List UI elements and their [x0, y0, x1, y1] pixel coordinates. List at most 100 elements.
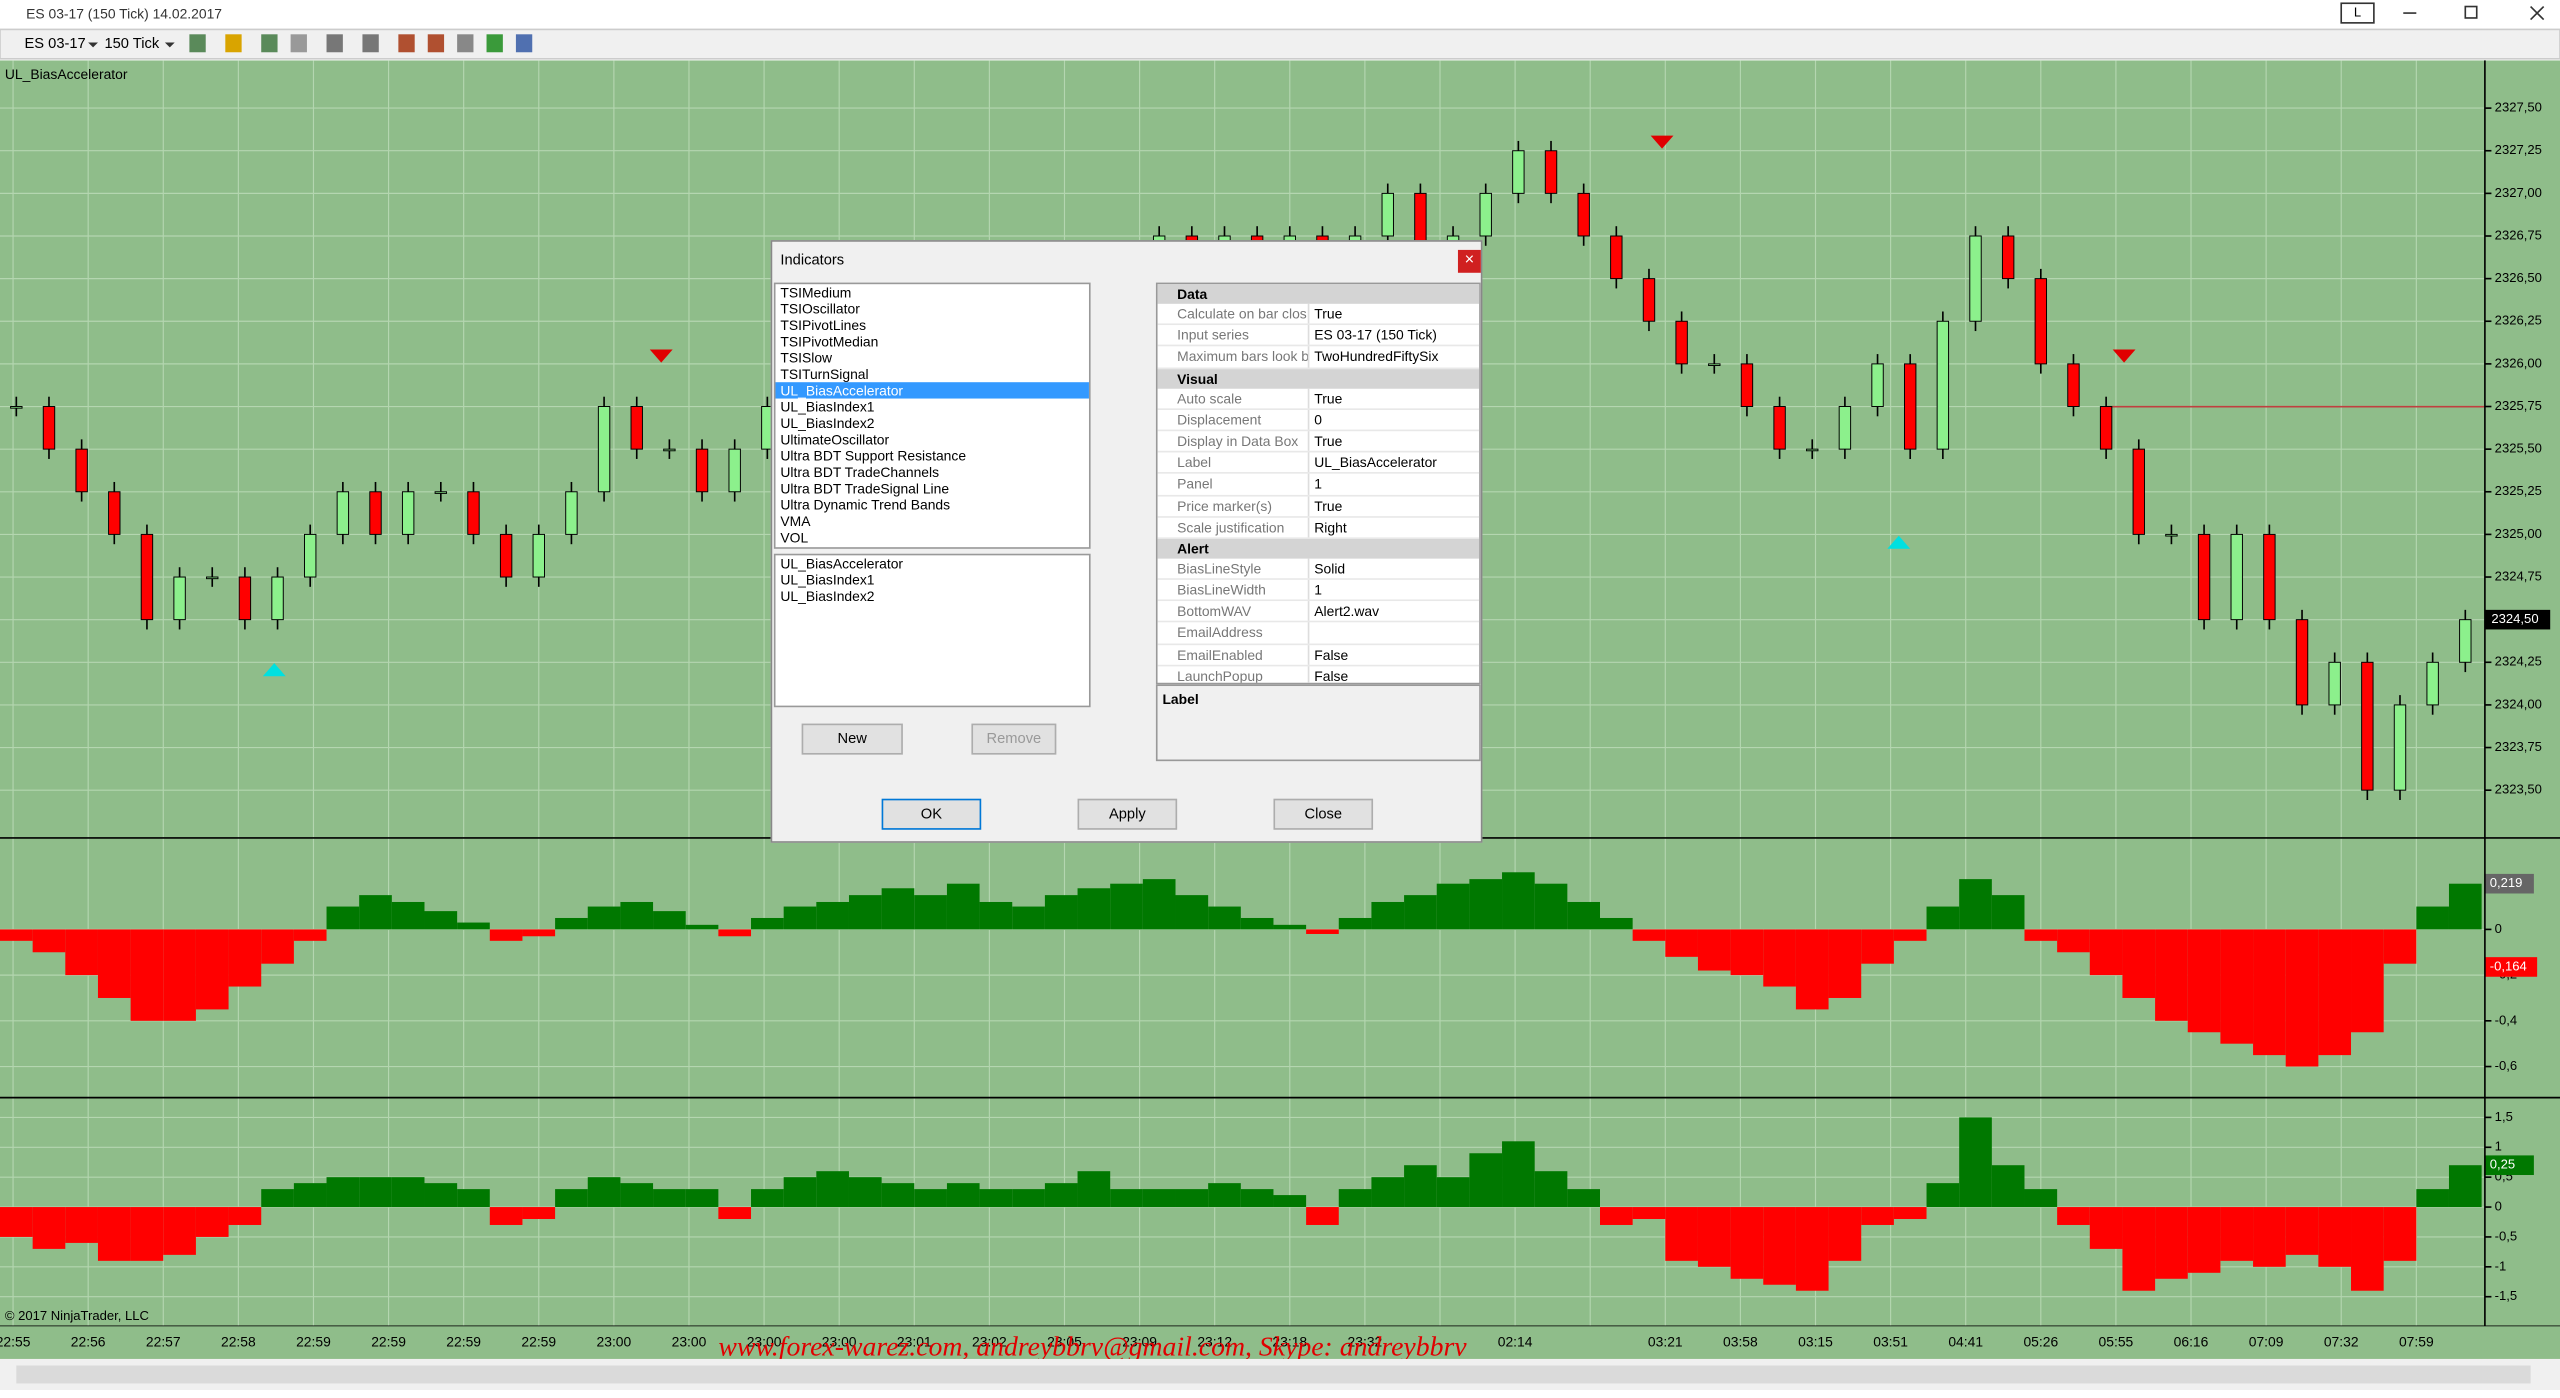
property-value[interactable]: ES 03-17 (150 Tick): [1314, 326, 1437, 344]
x-tick-label: 23:00: [597, 1333, 632, 1349]
dropdown-arrow[interactable]: [164, 42, 175, 48]
histogram-bar: [1012, 1189, 1045, 1208]
property-value[interactable]: Right: [1314, 518, 1347, 536]
y-tick-label: 1,5: [2495, 1109, 2513, 1124]
property-value[interactable]: 1: [1314, 475, 1323, 493]
list-item[interactable]: UL_BiasAccelerator: [775, 382, 1089, 399]
period-select[interactable]: 150 Tick: [104, 36, 159, 52]
icon[interactable]: [398, 34, 415, 53]
histogram-bar: [653, 911, 686, 930]
restore[interactable]: [2464, 5, 2478, 19]
value-marker: [2484, 957, 2538, 977]
candle: [173, 576, 186, 621]
candle: [1871, 363, 1884, 408]
histogram-bar: [1599, 917, 1633, 930]
dialog-close[interactable]: ×: [1457, 249, 1481, 273]
list-item[interactable]: UltimateOscillator: [780, 431, 890, 448]
list-item[interactable]: Ultra Dynamic Trend Bands: [780, 496, 951, 513]
icon[interactable]: [457, 34, 474, 53]
icon[interactable]: [189, 34, 206, 53]
histogram-bar: [261, 1189, 294, 1208]
property-row: Calculate on bar clos True: [1157, 303, 1480, 326]
histogram-bar: [1991, 1165, 2025, 1208]
property-value[interactable]: Alert2.wav: [1314, 603, 1380, 620]
list-item[interactable]: TSIMedium: [780, 284, 852, 301]
new-button[interactable]: New: [801, 723, 903, 755]
property-value[interactable]: True: [1314, 305, 1343, 322]
x-tick-label: 02:14: [1498, 1333, 1533, 1349]
property-value[interactable]: [1309, 623, 1479, 643]
apply-button[interactable]: Apply: [1077, 798, 1178, 830]
y-tick-label: 2327,00: [2495, 185, 2542, 200]
close-window[interactable]: [2530, 5, 2545, 21]
property-row: Label UL_BiasAccelerator: [1157, 452, 1480, 475]
icon[interactable]: [326, 34, 343, 53]
y-tick-label: 0: [2495, 1199, 2502, 1214]
list-item[interactable]: Ultra BDT Support Resistance: [780, 447, 967, 464]
candle: [695, 448, 709, 493]
property-value[interactable]: True: [1314, 497, 1343, 514]
histogram-bar: [1861, 1207, 1894, 1225]
list-item[interactable]: TSISlow: [780, 349, 833, 366]
list-item[interactable]: UL_BiasIndex2: [780, 414, 875, 432]
property-value[interactable]: False: [1314, 667, 1349, 685]
list-item[interactable]: TSIPivotMedian: [780, 333, 879, 350]
list-item[interactable]: VOL: [780, 529, 809, 546]
histogram-bar: [718, 929, 752, 937]
histogram-bar: [783, 1177, 817, 1208]
candle: [1577, 192, 1590, 237]
dropdown-arrow[interactable]: [88, 42, 98, 48]
y-tick-label: 2324,00: [2495, 696, 2542, 711]
list-item[interactable]: UL_BiasAccelerator: [780, 555, 904, 572]
property-value[interactable]: UL_BiasAccelerator: [1314, 454, 1437, 471]
ok-button[interactable]: OK: [881, 798, 982, 830]
histogram-bar: [751, 1189, 784, 1208]
histogram-bar: [2383, 1207, 2417, 1261]
list-item[interactable]: VMA: [780, 512, 811, 530]
property-value[interactable]: True: [1314, 432, 1343, 450]
x-tick-label: 22:57: [146, 1333, 181, 1349]
icon[interactable]: [290, 34, 307, 53]
histogram-bar: [2187, 929, 2221, 1033]
list-item[interactable]: UL_BiasIndex2: [780, 588, 875, 605]
histogram-bar: [228, 1207, 262, 1225]
property-value[interactable]: True: [1314, 389, 1343, 406]
user-button-label[interactable]: L: [2354, 5, 2361, 20]
property-value[interactable]: Solid: [1314, 560, 1346, 577]
property-value[interactable]: False: [1314, 646, 1349, 663]
list-item[interactable]: UL_BiasIndex1: [780, 398, 875, 415]
icon[interactable]: [427, 34, 445, 53]
list-item[interactable]: Ultra BDT TradeSignal Line: [780, 480, 950, 497]
histogram-bar: [2024, 929, 2058, 941]
icon[interactable]: [225, 34, 242, 53]
icon[interactable]: [515, 34, 533, 53]
property-value[interactable]: TwoHundredFiftySix: [1314, 348, 1439, 365]
user-button[interactable]: [2340, 2, 2375, 24]
histogram-bar: [1599, 1207, 1633, 1225]
histogram-bar: [1142, 1189, 1176, 1208]
property-row: Input series ES 03-17 (150 Tick): [1157, 325, 1480, 347]
icon[interactable]: [362, 34, 379, 53]
list-item[interactable]: TSIPivotLines: [780, 316, 867, 334]
histogram-bar: [1828, 929, 1862, 998]
histogram-bar: [555, 917, 588, 930]
list-item[interactable]: UL_BiasIndex1: [780, 571, 875, 589]
list-item[interactable]: TSIOscillator: [780, 300, 860, 317]
property-value[interactable]: 0: [1314, 411, 1323, 428]
histogram-bar: [1991, 895, 2025, 930]
icon[interactable]: [486, 34, 503, 53]
scroll-thumb[interactable]: [16, 1365, 2531, 1384]
close-button[interactable]: Close: [1273, 798, 1374, 830]
list-item[interactable]: TSITurnSignal: [780, 365, 869, 383]
available-list[interactable]: TSIMedium TSIOscillator TSIPivotLines TSIPi…: [773, 282, 1091, 549]
list-item[interactable]: Ultra BDT TradeChannels: [780, 463, 940, 481]
value-marker: [2484, 873, 2534, 894]
property-value[interactable]: 1: [1314, 581, 1323, 598]
instrument-select[interactable]: ES 03-17: [24, 36, 85, 52]
icon[interactable]: [261, 34, 278, 53]
histogram-bar: [587, 1177, 621, 1208]
property-grid[interactable]: Data Calculate on bar clos True Input serie…: [1155, 282, 1481, 685]
price-marker: [2484, 609, 2551, 630]
selected-list[interactable]: UL_BiasAccelerator UL_BiasIndex1 UL_BiasIn…: [773, 553, 1091, 708]
candle: [532, 533, 545, 578]
